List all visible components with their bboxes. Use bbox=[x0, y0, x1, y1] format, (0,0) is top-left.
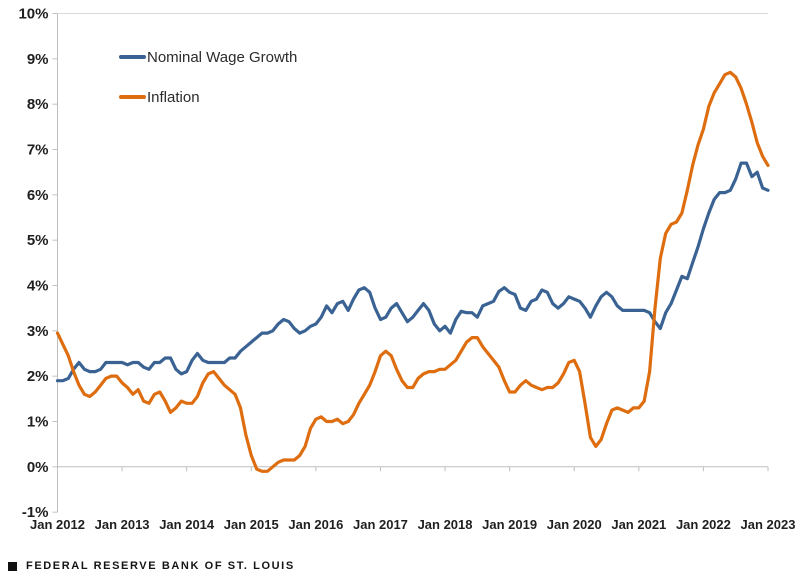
legend-label-wage-growth: Nominal Wage Growth bbox=[147, 48, 298, 66]
x-tick-label: Jan 2012 bbox=[30, 517, 85, 532]
y-tick-label: 9% bbox=[27, 51, 49, 68]
y-tick-label: 1% bbox=[27, 413, 49, 430]
x-tick-label: Jan 2020 bbox=[547, 517, 602, 532]
x-tick-label: Jan 2014 bbox=[159, 517, 215, 532]
x-tick-label: Jan 2016 bbox=[288, 517, 343, 532]
x-tick-label: Jan 2013 bbox=[95, 517, 150, 532]
y-tick-label: 0% bbox=[27, 459, 49, 476]
nominal-wage-growth-line bbox=[55, 161, 770, 383]
inflation-line-swatch-icon bbox=[119, 95, 146, 99]
x-tick-label: Jan 2017 bbox=[353, 517, 408, 532]
legend-label-inflation: Inflation bbox=[147, 88, 200, 106]
x-tick-label: Jan 2019 bbox=[482, 517, 537, 532]
wage-growth-line-swatch-icon bbox=[119, 55, 146, 59]
chart-legend: Nominal Wage Growth Inflation bbox=[119, 46, 297, 126]
x-tick-label: Jan 2018 bbox=[418, 517, 473, 532]
y-tick-label: 6% bbox=[27, 187, 49, 204]
legend-item-inflation: Inflation bbox=[119, 86, 297, 108]
x-tick-label: Jan 2015 bbox=[224, 517, 279, 532]
y-tick-label: 2% bbox=[27, 368, 49, 385]
y-tick-label: 3% bbox=[27, 323, 49, 340]
x-tick-label: Jan 2022 bbox=[676, 517, 731, 532]
y-tick-label: -1% bbox=[22, 504, 49, 521]
y-tick-label: 7% bbox=[27, 141, 49, 158]
stlouis-fed-logo-square-icon bbox=[8, 561, 17, 571]
line-chart: 10% 9% 8% 7% 6% 5% 4% 3% 2% 1% 0% -1%Jan 2012 Jan 20… bbox=[18, 6, 796, 533]
legend-item-nominal-wage-growth: Nominal Wage Growth bbox=[119, 46, 297, 68]
inflation-line bbox=[55, 70, 770, 473]
y-tick-label: 10% bbox=[18, 6, 48, 23]
y-tick-label: 8% bbox=[27, 96, 49, 113]
footer-brand-text: FEDERAL RESERVE BANK OF ST. LOUIS bbox=[26, 560, 295, 572]
y-tick-label: 4% bbox=[27, 277, 49, 294]
footer-brand: FEDERAL RESERVE BANK OF ST. LOUIS bbox=[8, 560, 295, 572]
x-tick-label: Jan 2023 bbox=[741, 517, 796, 532]
y-tick-label: 5% bbox=[27, 232, 49, 249]
x-tick-label: Jan 2021 bbox=[611, 517, 666, 532]
